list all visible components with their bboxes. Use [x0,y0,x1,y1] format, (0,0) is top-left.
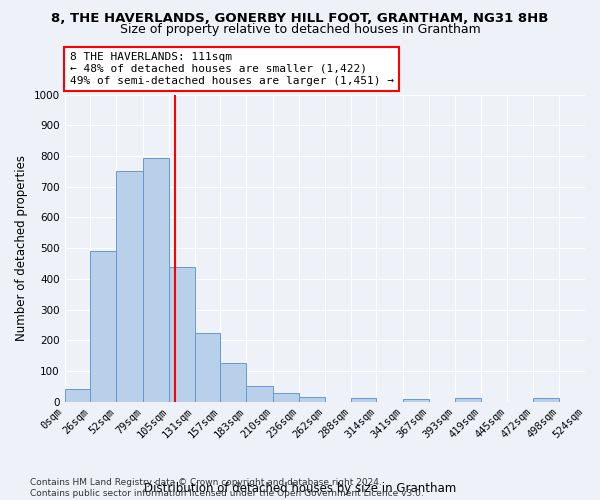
Bar [299,397,325,402]
Text: Distribution of detached houses by size in Grantham: Distribution of detached houses by size … [144,482,456,495]
Bar [91,251,116,402]
Y-axis label: Number of detached properties: Number of detached properties [15,155,28,341]
Bar [65,388,91,402]
Text: 8, THE HAVERLANDS, GONERBY HILL FOOT, GRANTHAM, NG31 8HB: 8, THE HAVERLANDS, GONERBY HILL FOOT, GR… [52,12,548,26]
Bar [403,400,429,402]
Bar [533,398,559,402]
Text: Size of property relative to detached houses in Grantham: Size of property relative to detached ho… [119,22,481,36]
Bar [194,334,220,402]
Bar [273,394,299,402]
Bar [116,172,143,402]
Bar [350,398,376,402]
Text: Contains HM Land Registry data © Crown copyright and database right 2024.
Contai: Contains HM Land Registry data © Crown c… [30,478,424,498]
Bar [220,362,247,402]
Bar [247,386,273,402]
Bar [455,398,481,402]
Bar [169,268,194,402]
Bar [143,158,169,402]
Text: 8 THE HAVERLANDS: 111sqm
← 48% of detached houses are smaller (1,422)
49% of sem: 8 THE HAVERLANDS: 111sqm ← 48% of detach… [70,52,394,86]
